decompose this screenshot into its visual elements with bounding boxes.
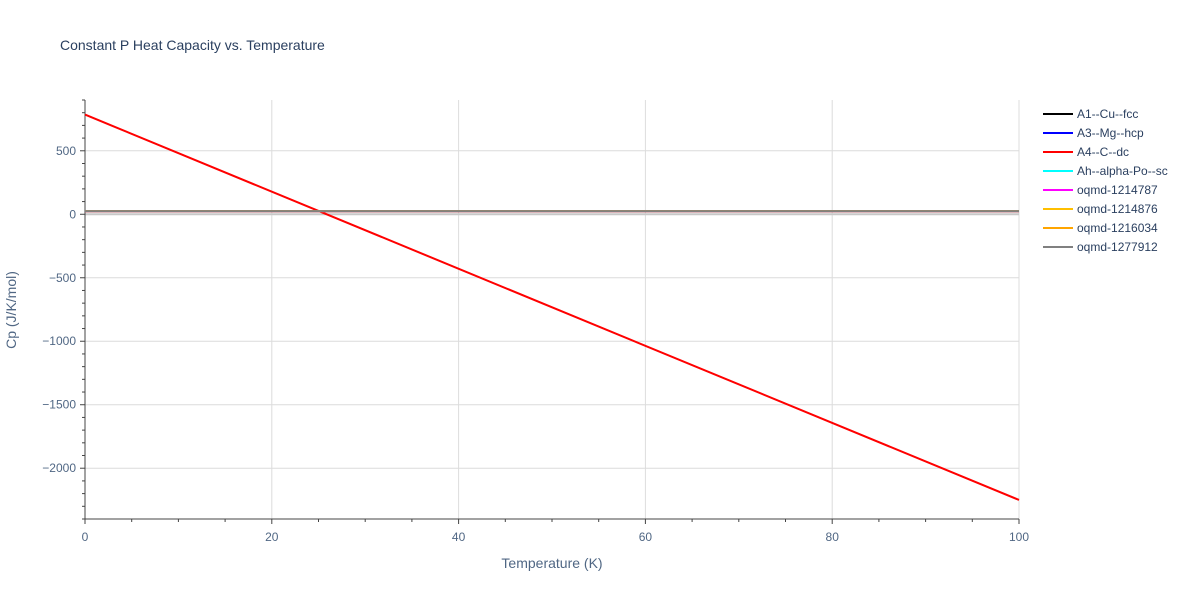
- legend[interactable]: A1--Cu--fcc A3--Mg--hcp A4--C--dc Ah--alpha…: [1043, 107, 1168, 254]
- y-tick-label: −500: [49, 271, 76, 285]
- y-tick-label: −1000: [42, 334, 76, 348]
- legend-label: oqmd-1214787: [1077, 183, 1158, 197]
- legend-item[interactable]: A3--Mg--hcp: [1043, 126, 1144, 140]
- legend-item[interactable]: oqmd-1216034: [1043, 221, 1158, 235]
- legend-item[interactable]: oqmd-1214787: [1043, 183, 1158, 197]
- legend-item[interactable]: A4--C--dc: [1043, 145, 1129, 159]
- x-axis-title: Temperature (K): [501, 555, 602, 571]
- y-tick-label: 500: [56, 144, 76, 158]
- y-tick-label: −2000: [42, 461, 76, 475]
- x-tick-label: 40: [452, 530, 466, 544]
- series-lines: [84, 113, 1020, 501]
- y-axis-title: Cp (J/K/mol): [3, 271, 19, 349]
- legend-item[interactable]: A1--Cu--fcc: [1043, 107, 1138, 121]
- x-tick-label: 100: [1009, 530, 1029, 544]
- grid: [85, 100, 1020, 519]
- x-tick-label: 60: [639, 530, 653, 544]
- legend-label: Ah--alpha-Po--sc: [1077, 164, 1168, 178]
- axes: [80, 99, 1020, 524]
- tick-labels: 0 20 40 60 80 100 500 0 −500 −1000 −1500 −2000: [42, 144, 1029, 544]
- legend-label: oqmd-1214876: [1077, 202, 1158, 216]
- y-tick-label: 0: [69, 207, 76, 221]
- x-tick-label: 80: [826, 530, 840, 544]
- legend-label: A4--C--dc: [1077, 145, 1129, 159]
- y-tick-label: −1500: [42, 398, 76, 412]
- x-tick-label: 0: [82, 530, 89, 544]
- legend-item[interactable]: oqmd-1214876: [1043, 202, 1158, 216]
- legend-label: A3--Mg--hcp: [1077, 126, 1144, 140]
- series-line-a4-c-dc: [84, 113, 1020, 501]
- x-tick-label: 20: [265, 530, 279, 544]
- legend-label: oqmd-1277912: [1077, 240, 1158, 254]
- legend-label: A1--Cu--fcc: [1077, 107, 1138, 121]
- chart-title: Constant P Heat Capacity vs. Temperature: [60, 37, 325, 53]
- legend-item[interactable]: oqmd-1277912: [1043, 240, 1158, 254]
- legend-label: oqmd-1216034: [1077, 221, 1158, 235]
- legend-item[interactable]: Ah--alpha-Po--sc: [1043, 164, 1168, 178]
